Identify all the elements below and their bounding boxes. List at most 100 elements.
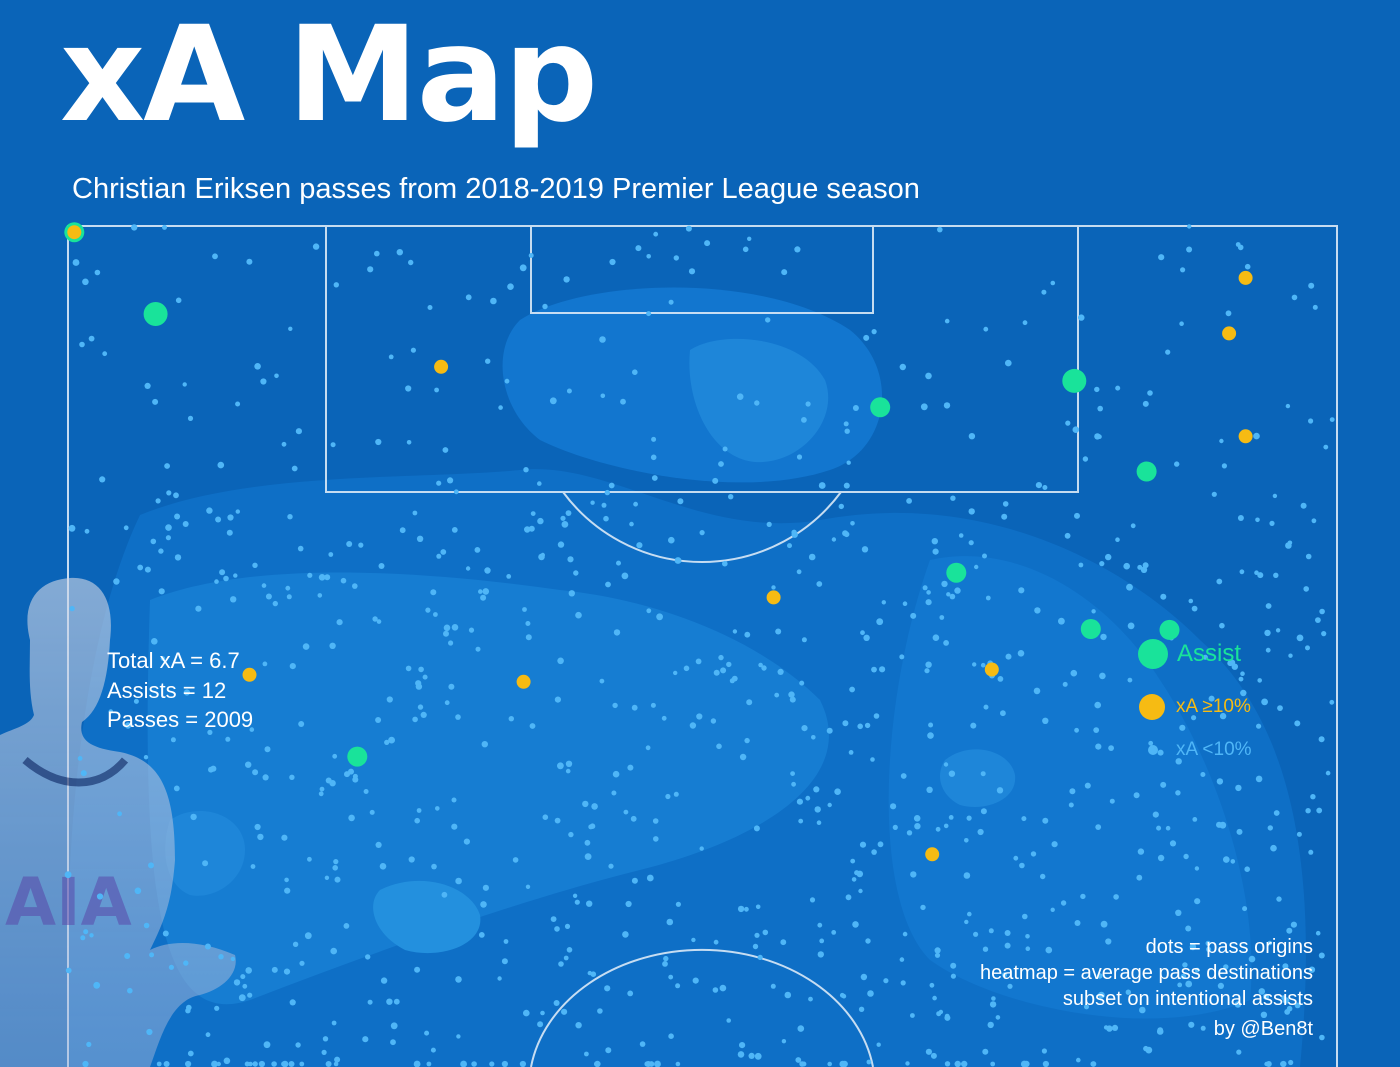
low-xa-dot: [183, 689, 190, 696]
low-xa-dot: [284, 887, 291, 894]
low-xa-dot: [719, 984, 727, 992]
low-xa-dot: [162, 224, 167, 230]
legend-assist-marker: [1138, 639, 1168, 669]
low-xa-dot: [333, 282, 339, 288]
low-xa-dot: [987, 1021, 994, 1029]
low-xa-dot: [1069, 788, 1076, 795]
low-xa-dot: [537, 1021, 544, 1028]
low-xa-dot: [558, 961, 564, 967]
low-xa-dot: [788, 691, 795, 698]
low-xa-dot: [148, 862, 154, 869]
low-xa-dot: [218, 954, 224, 960]
low-xa-dot: [410, 347, 416, 353]
low-xa-dot: [627, 764, 634, 771]
low-xa-dot: [646, 311, 652, 317]
low-xa-dot: [96, 893, 104, 900]
low-xa-dot: [252, 562, 258, 568]
low-xa-dot: [801, 637, 807, 643]
low-xa-dot: [876, 1042, 881, 1047]
low-xa-dot: [843, 482, 850, 489]
low-xa-dot: [653, 231, 659, 237]
low-xa-dot: [932, 634, 940, 641]
low-xa-dot: [1319, 608, 1325, 615]
low-xa-dot: [1082, 456, 1089, 462]
low-xa-dot: [281, 1061, 287, 1067]
low-xa-dot: [1260, 1011, 1268, 1018]
low-xa-dot: [605, 581, 611, 588]
low-xa-dot: [817, 951, 824, 958]
low-xa-dot: [202, 860, 209, 867]
low-xa-dot: [943, 762, 949, 767]
low-xa-dot: [949, 593, 956, 600]
low-xa-dot: [928, 722, 934, 728]
low-xa-dot: [890, 803, 897, 810]
low-xa-dot: [1142, 400, 1149, 407]
low-xa-dot: [443, 624, 451, 632]
low-xa-dot: [858, 1006, 865, 1012]
low-xa-dot: [1157, 1027, 1164, 1033]
low-xa-dot: [666, 918, 674, 926]
low-xa-dot: [72, 259, 80, 266]
low-xa-dot: [841, 993, 847, 999]
low-xa-dot: [831, 930, 837, 935]
low-xa-dot: [696, 713, 703, 720]
low-xa-dot: [321, 1049, 327, 1055]
low-xa-dot: [173, 492, 179, 499]
low-xa-dot: [1236, 828, 1243, 835]
assist-dot: [1159, 619, 1180, 640]
low-xa-dot: [699, 530, 705, 536]
low-xa-dot: [811, 735, 816, 740]
low-xa-dot: [131, 224, 138, 231]
low-xa-dot: [597, 1008, 603, 1014]
low-xa-dot: [939, 615, 945, 620]
low-xa-dot: [523, 1009, 530, 1017]
low-xa-dot: [794, 246, 801, 253]
low-xa-dot: [929, 982, 935, 988]
low-xa-dot: [604, 489, 610, 496]
low-xa-dot: [1296, 634, 1304, 642]
low-xa-dot: [752, 943, 759, 950]
low-xa-dot: [1022, 1061, 1028, 1067]
low-xa-dot: [1191, 715, 1197, 721]
low-xa-dot: [1042, 1060, 1049, 1067]
low-xa-dot: [507, 283, 514, 291]
low-xa-dot: [1264, 629, 1271, 637]
stats-block: Total xA = 6.7 Assists = 12 Passes = 200…: [107, 646, 253, 735]
low-xa-dot: [906, 498, 912, 504]
low-xa-dot: [1094, 386, 1100, 393]
low-xa-dot: [498, 405, 503, 410]
low-xa-dot: [755, 904, 761, 910]
low-xa-dot: [1108, 745, 1114, 751]
low-xa-dot: [1115, 385, 1121, 391]
low-xa-dot: [892, 824, 898, 831]
low-xa-dot: [158, 588, 165, 595]
low-xa-dot: [1147, 390, 1153, 396]
low-xa-dot: [422, 674, 428, 680]
low-xa-dot: [186, 1004, 192, 1011]
chart-subtitle: Christian Eriksen passes from 2018-2019 …: [72, 173, 920, 205]
low-xa-dot: [1308, 849, 1314, 855]
low-xa-dot: [1248, 955, 1256, 963]
low-xa-dot: [264, 746, 271, 753]
low-xa-dot: [1237, 244, 1244, 251]
low-xa-dot: [983, 326, 989, 332]
low-xa-dot: [695, 658, 702, 665]
low-xa-dot: [899, 363, 906, 371]
low-xa-dot: [827, 802, 832, 808]
low-xa-dot: [775, 628, 782, 635]
low-xa-dot: [816, 820, 822, 825]
low-xa-dot: [318, 574, 326, 581]
low-xa-dot: [291, 465, 298, 472]
low-xa-dot: [170, 737, 176, 743]
low-xa-dot: [879, 666, 886, 673]
low-xa-dot: [1136, 874, 1143, 881]
low-xa-dot: [729, 678, 735, 684]
low-xa-dot: [850, 521, 855, 526]
low-xa-dot: [1021, 816, 1027, 822]
low-xa-dot: [447, 477, 454, 484]
low-xa-dot: [1007, 983, 1013, 989]
low-xa-dot: [208, 766, 214, 773]
low-xa-dot: [668, 299, 674, 305]
low-xa-dot: [574, 899, 580, 905]
low-xa-dot: [753, 825, 760, 832]
